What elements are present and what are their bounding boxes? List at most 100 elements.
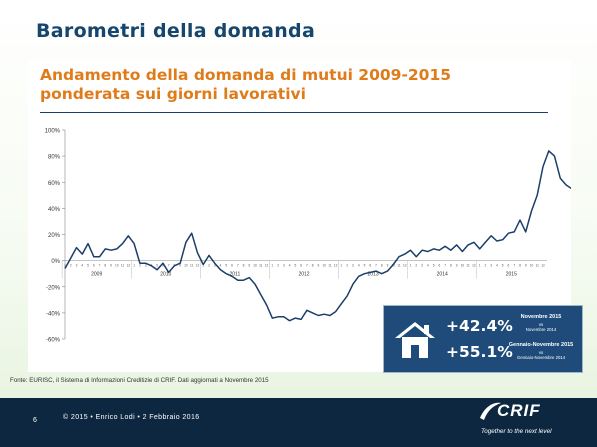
month-tick-label: 2: [208, 264, 210, 268]
chart-title-line-1: Andamento della domanda di mutui 2009-20…: [40, 66, 452, 84]
month-tick-label: 6: [300, 264, 302, 268]
month-tick-label: 10: [253, 264, 257, 268]
month-tick-label: 10: [115, 264, 119, 268]
month-tick-label: 12: [265, 264, 269, 268]
month-tick-label: 12: [472, 264, 476, 268]
month-tick-label: 9: [525, 264, 527, 268]
month-tick-label: 1: [202, 264, 204, 268]
month-tick-label: 5: [294, 264, 296, 268]
month-tick-label: 4: [496, 264, 498, 268]
year-label: 2009: [91, 272, 102, 278]
month-tick-label: 12: [541, 264, 545, 268]
y-tick-label: -60%: [46, 338, 61, 344]
month-tick-label: 6: [93, 264, 95, 268]
year-label: 2012: [298, 272, 309, 278]
month-tick-label: 12: [127, 264, 131, 268]
month-tick-label: 5: [87, 264, 89, 268]
month-tick-label: 9: [318, 264, 320, 268]
month-tick-label: 9: [248, 264, 250, 268]
y-tick-label: -20%: [46, 285, 61, 291]
month-tick-label: 7: [99, 264, 101, 268]
month-tick-label: 2: [415, 264, 417, 268]
month-tick-label: 7: [444, 264, 446, 268]
month-tick-label: 1: [410, 264, 412, 268]
month-tick-label: 2: [70, 264, 72, 268]
month-tick-label: 7: [375, 264, 377, 268]
month-tick-label: 1: [479, 264, 481, 268]
month-tick-label: 10: [530, 264, 534, 268]
crif-swoosh-icon: [480, 402, 501, 420]
month-tick-label: 3: [283, 264, 285, 268]
month-tick-label: 11: [259, 264, 263, 268]
month-tick-label: 6: [162, 264, 164, 268]
month-tick-label: 4: [81, 264, 83, 268]
y-tick-label: 80%: [48, 155, 61, 161]
month-tick-label: 5: [225, 264, 227, 268]
month-tick-label: 10: [461, 264, 465, 268]
crif-logo: CRIF: [497, 401, 541, 420]
chart-panel: Andamento della domanda di mutui 2009-20…: [28, 60, 571, 372]
month-tick-label: 3: [214, 264, 216, 268]
tagline: Together to the next level: [481, 428, 552, 435]
month-tick-label: 7: [168, 264, 170, 268]
growth-label-ytd: Gennaio-Novembre 2015: [508, 342, 574, 348]
y-tick-label: 20%: [48, 233, 61, 239]
month-tick-label: 4: [358, 264, 360, 268]
month-tick-label: 7: [513, 264, 515, 268]
year-label: 2013: [368, 272, 379, 278]
house-icon: [395, 322, 435, 358]
month-tick-label: 11: [190, 264, 194, 268]
growth-value-month: +42.4%: [446, 317, 513, 335]
title-rule: [40, 112, 548, 113]
month-tick-label: 11: [536, 264, 540, 268]
month-tick-label: 6: [369, 264, 371, 268]
month-tick-label: 6: [508, 264, 510, 268]
month-tick-label: 12: [196, 264, 200, 268]
month-tick-label: 1: [341, 264, 343, 268]
month-tick-label: 3: [490, 264, 492, 268]
month-tick-label: 2: [485, 264, 487, 268]
month-tick-label: 10: [184, 264, 188, 268]
year-label: 2014: [437, 272, 448, 278]
mortgage-demand-line-chart: 100%80%60%40%20%0%-20%-40%-60%1 2 3 4 5 6 7 8 9 1…: [45, 129, 571, 344]
month-tick-label: 3: [145, 264, 147, 268]
month-tick-label: 9: [110, 264, 112, 268]
chart-title-line-2: ponderata sui giorni lavorativi: [40, 85, 306, 103]
month-tick-label: 5: [502, 264, 504, 268]
month-tick-label: 9: [387, 264, 389, 268]
growth-label-month: Novembre 2015: [520, 314, 562, 320]
month-tick-label: 12: [334, 264, 338, 268]
demand-series-line: [64, 150, 571, 322]
month-tick-label: 4: [220, 264, 222, 268]
month-tick-label: 5: [433, 264, 435, 268]
month-tick-label: 11: [466, 264, 470, 268]
month-tick-label: 8: [104, 264, 106, 268]
y-tick-label: 0%: [51, 259, 60, 265]
growth-compare-ytd: Gennaio-Novembre 2014: [516, 355, 566, 360]
source-note: Fonte: EURISC, il Sistema di Informazion…: [10, 377, 269, 384]
year-label: 2015: [506, 272, 517, 278]
info-box: +42.4% Novembre 2015 vs Novembre 2014 +5…: [383, 305, 583, 373]
month-tick-label: 11: [397, 264, 401, 268]
month-tick-label: 12: [403, 264, 407, 268]
month-tick-label: 5: [156, 264, 158, 268]
month-tick-label: 6: [438, 264, 440, 268]
month-tick-label: 1: [271, 264, 273, 268]
month-tick-label: 4: [289, 264, 291, 268]
month-tick-label: 1: [64, 264, 66, 268]
month-tick-label: 10: [391, 264, 395, 268]
y-tick-label: 60%: [48, 181, 61, 187]
month-tick-label: 2: [139, 264, 141, 268]
copyright-text: © 2015 • Enrico Lodi • 2 Febbraio 2016: [63, 414, 200, 421]
month-tick-label: 7: [237, 264, 239, 268]
footer-bar: 6 © 2015 • Enrico Lodi • 2 Febbraio 2016…: [0, 398, 597, 447]
growth-value-ytd: +55.1%: [446, 343, 513, 361]
month-tick-label: 8: [519, 264, 521, 268]
month-tick-label: 2: [277, 264, 279, 268]
y-tick-label: -40%: [46, 311, 61, 317]
month-tick-label: 5: [364, 264, 366, 268]
year-label: 2011: [230, 272, 241, 278]
growth-compare-month: Novembre 2014: [525, 327, 557, 332]
month-tick-label: 9: [456, 264, 458, 268]
month-tick-label: 2: [346, 264, 348, 268]
